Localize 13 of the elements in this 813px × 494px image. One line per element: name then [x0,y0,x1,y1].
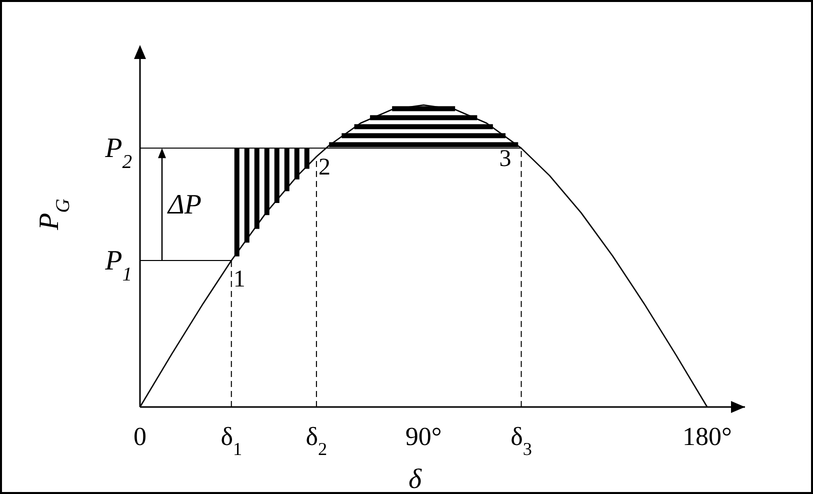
annotation: 3 [499,146,512,172]
annotation: ΔP [167,189,202,220]
x-tick-label: 0 [134,422,146,451]
x-tick-label: 180° [682,422,732,451]
x-tick-label: 90° [405,422,442,451]
annotation: 2 [318,154,330,181]
x-axis-title: δ [408,464,422,494]
ref-line-label: P$_{1}$ [104,246,132,286]
ref-line-label: δ$_{2}$ [306,422,328,459]
ref-line-label: δ$_{3}$ [510,422,532,459]
annotation: 1 [233,266,246,293]
ref-line-label: P$_{2}$ [104,133,132,173]
ref-line-label: δ$_{1}$ [220,422,242,459]
